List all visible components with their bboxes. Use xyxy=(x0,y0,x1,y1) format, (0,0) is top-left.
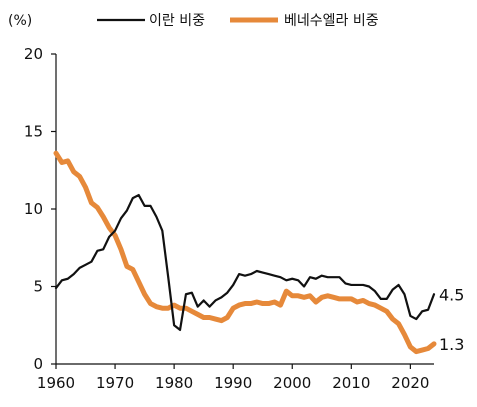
legend: 이란 비중 베네수엘라 비중 xyxy=(97,13,379,29)
x-tick-group: 1960 1970 1980 1990 2000 2010 2020 xyxy=(37,364,429,392)
y-tick-label: 10 xyxy=(24,200,43,218)
x-tick-label: 1970 xyxy=(96,374,134,392)
x-tick-label: 1960 xyxy=(37,374,75,392)
series-layer xyxy=(53,150,437,355)
y-tick-group: 0 5 10 15 20 xyxy=(24,45,56,373)
x-tick-label: 2020 xyxy=(391,374,429,392)
y-tick-label: 15 xyxy=(24,123,43,141)
legend-label-iran: 이란 비중 xyxy=(149,13,205,29)
x-tick-label: 1980 xyxy=(155,374,193,392)
y-tick-label: 0 xyxy=(33,355,43,373)
series-line-venezuela xyxy=(53,150,437,355)
y-tick-label: 5 xyxy=(33,278,43,296)
series-line-iran xyxy=(54,193,436,331)
x-tick-label: 2010 xyxy=(332,374,370,392)
end-label-iran: 4.5 xyxy=(439,285,464,304)
end-label-venezuela: 1.3 xyxy=(439,335,464,354)
y-unit-label: (%) xyxy=(8,13,32,29)
x-tick-label: 2000 xyxy=(273,374,311,392)
end-label-group: 4.5 1.3 xyxy=(439,285,464,354)
y-tick-label: 20 xyxy=(24,45,43,63)
x-tick-label: 1990 xyxy=(214,374,252,392)
legend-label-venezuela: 베네수엘라 비중 xyxy=(284,13,379,29)
